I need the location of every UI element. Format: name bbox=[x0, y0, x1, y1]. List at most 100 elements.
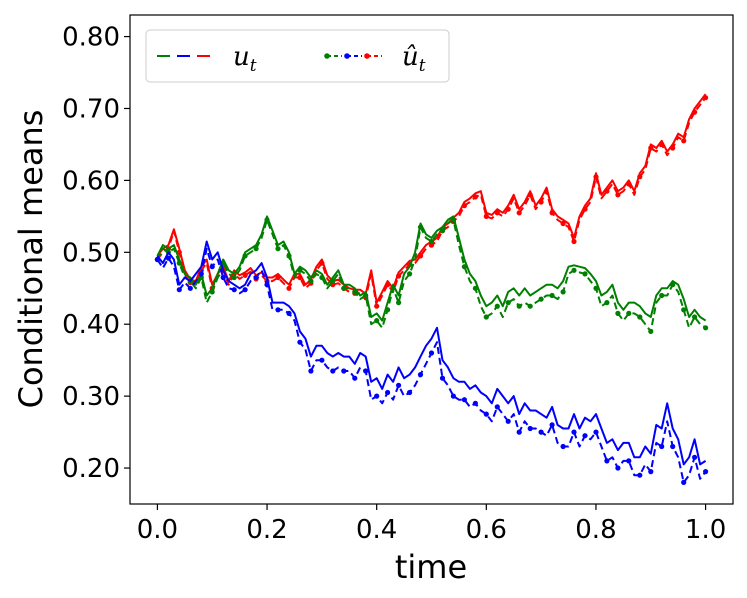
series-blue-uhat-point bbox=[439, 375, 446, 381]
series-red-uhat-point bbox=[681, 138, 687, 144]
series-green-uhat-point bbox=[637, 314, 643, 320]
series-green-uhat-point bbox=[648, 328, 654, 334]
series-blue-uhat-point bbox=[615, 465, 621, 471]
series-blue-uhat-point bbox=[165, 255, 171, 261]
series-red-uhat-point bbox=[659, 141, 665, 147]
series-green-uhat-point bbox=[582, 271, 588, 277]
series-red-uhat-point bbox=[593, 174, 599, 180]
y-tick-label: 0.70 bbox=[62, 94, 120, 124]
series-blue-uhat-point bbox=[472, 400, 478, 406]
y-tick-label: 0.80 bbox=[62, 23, 120, 53]
series-blue-uhat-point bbox=[648, 469, 654, 475]
x-axis-title: time bbox=[395, 548, 467, 586]
legend-uhat-label: ût bbox=[402, 42, 426, 76]
series-green-uhat-point bbox=[209, 289, 215, 295]
y-tick-label: 0.30 bbox=[62, 382, 120, 412]
series-red-uhat-point bbox=[648, 145, 654, 151]
series-blue-uhat-point bbox=[154, 256, 160, 263]
series-red-uhat-point bbox=[428, 242, 435, 248]
series-red-uhat-point bbox=[560, 220, 566, 227]
series-red-uhat-point bbox=[703, 95, 709, 101]
series-green-uhat-point bbox=[286, 253, 292, 259]
series-green-uhat-point bbox=[363, 292, 369, 299]
series-blue-uhat-point bbox=[494, 404, 500, 410]
series-blue-uhat-point bbox=[407, 389, 413, 396]
series-blue-uhat-point bbox=[297, 339, 303, 345]
series-blue-uhat-point bbox=[220, 274, 226, 281]
series-red-uhat-point bbox=[516, 210, 522, 216]
series-red-uhat-point bbox=[494, 210, 500, 216]
x-tick-label: 0.0 bbox=[137, 515, 178, 545]
series-green-uhat-point bbox=[626, 310, 632, 316]
series-blue-uhat-point bbox=[538, 429, 544, 435]
series-red-uhat-point bbox=[604, 188, 610, 194]
series-green-uhat-point bbox=[692, 314, 698, 320]
series-blue-uhat-point bbox=[560, 443, 566, 450]
y-tick-label: 0.60 bbox=[62, 166, 120, 196]
series-blue-uhat-point bbox=[417, 372, 424, 378]
series-blue-uhat-point bbox=[275, 307, 281, 313]
series-blue-uhat-point bbox=[659, 443, 665, 450]
series-red-uhat-point bbox=[396, 273, 402, 279]
legend-uhat-dot bbox=[324, 53, 330, 59]
legend-box bbox=[145, 29, 450, 83]
series-green-uhat-point bbox=[319, 274, 325, 281]
series-green-uhat-point bbox=[516, 303, 522, 309]
series-blue-uhat-point bbox=[286, 310, 292, 316]
series-blue-uhat-point bbox=[396, 382, 402, 388]
y-tick-label: 0.50 bbox=[62, 238, 120, 268]
x-tick-label: 0.2 bbox=[246, 515, 287, 545]
series-blue-uhat-point bbox=[637, 472, 643, 478]
series-blue-uhat-point bbox=[681, 479, 687, 485]
series-red-uhat-point bbox=[505, 206, 511, 212]
series-red-uhat-point bbox=[538, 199, 544, 205]
series-blue-uhat-point bbox=[670, 443, 676, 450]
series-blue-uhat-point bbox=[461, 397, 467, 403]
series-blue-uhat-point bbox=[626, 458, 632, 464]
series-red-uhat-point bbox=[637, 174, 643, 180]
series-blue-uhat-point bbox=[516, 429, 522, 435]
series-blue-uhat-point bbox=[527, 425, 533, 432]
y-tick-label: 0.40 bbox=[62, 310, 120, 340]
legend-uhat-dot bbox=[364, 53, 370, 59]
series-green-uhat-point bbox=[560, 289, 566, 295]
series-green-uhat-point bbox=[483, 314, 489, 320]
series-red-uhat-point bbox=[417, 253, 424, 259]
series-green-uhat-point bbox=[571, 267, 577, 273]
series-green-uhat-point bbox=[659, 292, 665, 299]
series-green-uhat-point bbox=[461, 264, 467, 270]
series-red-uhat-point bbox=[385, 282, 391, 288]
series-green-u-line bbox=[156, 215, 707, 322]
series-blue-uhat-point bbox=[187, 285, 193, 291]
series-blue-uhat-line bbox=[156, 247, 707, 484]
series-green-uhat-point bbox=[549, 292, 555, 299]
series-green-uhat-point bbox=[275, 246, 281, 252]
series-red-uhat-point bbox=[472, 194, 478, 200]
series-blue-uhat-point bbox=[319, 357, 325, 363]
series-blue-uhat-point bbox=[571, 429, 577, 435]
series-red-uhat-point bbox=[374, 303, 380, 309]
series-blue-uhat-point bbox=[209, 264, 215, 270]
series-red-uhat-point bbox=[692, 109, 698, 115]
series-red-uhat-point bbox=[286, 285, 292, 291]
series-blue-uhat-point bbox=[176, 287, 182, 293]
series-green-uhat-point bbox=[450, 217, 456, 223]
series-blue-uhat-point bbox=[593, 429, 599, 435]
legend-uhat-dot bbox=[344, 53, 350, 59]
series-blue-uhat-point bbox=[341, 368, 347, 374]
series-green-uhat-point bbox=[253, 246, 259, 252]
series-green-uhat-point bbox=[670, 282, 676, 288]
series-blue-u-line bbox=[156, 240, 707, 466]
series-green-uhat-point bbox=[703, 325, 709, 331]
series-green-uhat-point bbox=[615, 310, 621, 316]
series-blue-uhat-point bbox=[483, 411, 489, 417]
series-green-uhat-point bbox=[396, 300, 402, 306]
series-blue-uhat-point bbox=[264, 282, 270, 288]
series-green-uhat-point bbox=[472, 285, 478, 291]
series-blue-uhat-point bbox=[374, 393, 380, 399]
series-blue-uhat-point bbox=[231, 287, 237, 293]
series-red-uhat-point bbox=[615, 192, 621, 198]
series-red-uhat-point bbox=[297, 274, 303, 281]
series-blue-uhat-point bbox=[450, 393, 456, 399]
